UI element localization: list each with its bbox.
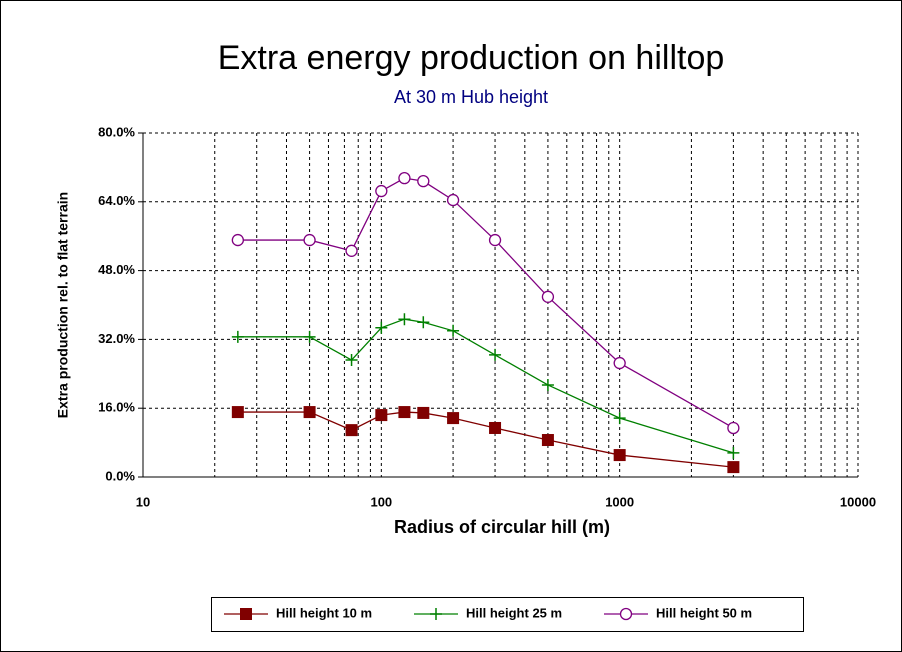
marker — [231, 233, 244, 247]
marker — [398, 406, 411, 419]
legend-label: Hill height 50 m — [656, 605, 752, 620]
x-tick-label: 100 — [370, 494, 392, 509]
chart-title: Extra energy production on hilltop — [218, 39, 725, 77]
chart-subtitle: At 30 m Hub height — [394, 87, 548, 107]
marker — [446, 193, 460, 207]
marker — [541, 290, 555, 303]
legend-label: Hill height 25 m — [466, 605, 562, 620]
marker — [541, 434, 554, 447]
marker — [417, 175, 430, 188]
marker — [303, 406, 316, 419]
marker — [303, 233, 316, 247]
marker — [345, 244, 358, 257]
y-tick-label: 80.0% — [98, 124, 135, 139]
y-tick-label: 0.0% — [105, 468, 135, 483]
y-tick-label: 48.0% — [98, 262, 135, 277]
marker — [231, 406, 244, 419]
marker — [375, 184, 388, 198]
marker — [541, 378, 554, 391]
marker — [345, 424, 358, 437]
x-tick-label: 1000 — [605, 494, 634, 509]
x-tick-label: 10000 — [840, 494, 876, 509]
y-axis-label: Extra production rel. to flat terrain — [55, 192, 71, 418]
legend-box — [211, 597, 804, 632]
marker — [488, 233, 502, 247]
marker — [447, 412, 460, 425]
y-tick-label: 16.0% — [98, 400, 135, 415]
marker — [447, 324, 460, 337]
marker — [398, 171, 411, 185]
x-axis-label: Radius of circular hill (m) — [394, 517, 610, 537]
marker — [727, 461, 740, 474]
marker — [613, 449, 626, 462]
marker — [345, 354, 358, 367]
marker — [489, 421, 502, 434]
marker — [398, 313, 411, 326]
marker — [231, 330, 244, 343]
marker — [417, 316, 430, 329]
marker — [375, 409, 388, 422]
marker — [619, 607, 633, 621]
marker — [417, 406, 430, 419]
marker — [430, 608, 442, 620]
marker — [489, 348, 502, 361]
marker — [303, 330, 316, 343]
marker — [727, 421, 740, 435]
marker — [613, 356, 626, 370]
marker — [240, 608, 252, 620]
marker — [375, 321, 388, 334]
marker — [727, 446, 740, 459]
y-tick-label: 32.0% — [98, 331, 135, 346]
x-tick-label: 10 — [136, 494, 150, 509]
marker — [613, 412, 626, 425]
legend-label: Hill height 10 m — [276, 605, 372, 620]
y-tick-label: 64.0% — [98, 193, 135, 208]
